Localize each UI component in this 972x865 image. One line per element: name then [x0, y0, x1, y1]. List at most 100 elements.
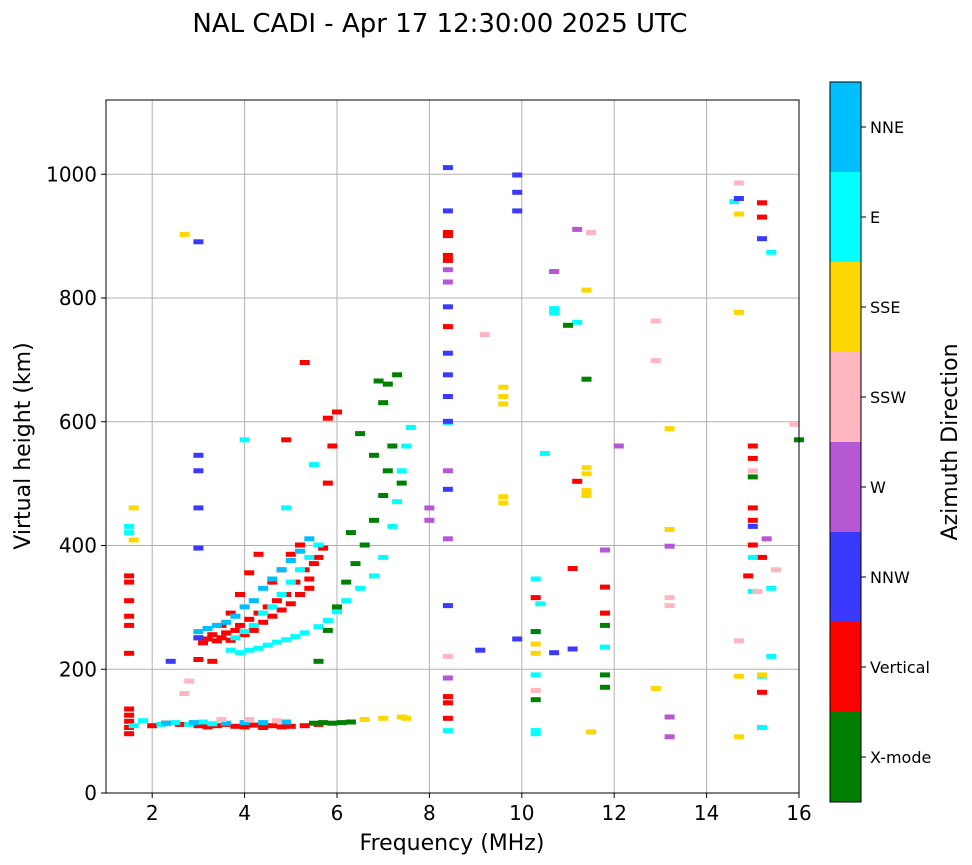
data-point [124, 530, 135, 536]
data-point [193, 545, 204, 551]
y-tick-label: 400 [59, 534, 97, 558]
data-point [396, 480, 407, 486]
data-point [378, 493, 389, 498]
data-point [239, 604, 250, 610]
data-point [757, 689, 767, 695]
data-point [664, 734, 675, 740]
data-point [193, 452, 204, 458]
data-point [442, 267, 453, 273]
data-point [405, 424, 416, 430]
data-point [586, 729, 597, 735]
data-point [581, 465, 592, 471]
data-point [202, 724, 213, 730]
data-point [332, 609, 342, 615]
data-point [216, 635, 227, 641]
data-point [382, 381, 393, 387]
data-point [267, 613, 278, 619]
data-point [318, 545, 329, 551]
colorbar-tick-label: SSE [870, 298, 900, 317]
data-point [332, 604, 342, 610]
data-point [322, 618, 333, 623]
data-point [124, 598, 135, 604]
data-point [530, 731, 541, 737]
data-point [733, 638, 744, 644]
data-point [253, 645, 264, 651]
chart-title: NAL CADI - Apr 17 12:30:00 2025 UTC [192, 9, 687, 39]
data-point [267, 723, 278, 729]
x-tick-label: 16 [786, 801, 811, 825]
data-point [498, 500, 509, 506]
data-point [188, 720, 199, 726]
data-point [359, 542, 370, 548]
x-axis-label: Frequency (MHz) [360, 831, 545, 856]
data-point [239, 629, 250, 635]
data-point [295, 567, 305, 573]
data-point [285, 723, 296, 729]
data-points [124, 165, 804, 740]
data-point [664, 426, 675, 432]
x-tick-label: 12 [601, 801, 626, 825]
data-point [128, 505, 139, 511]
data-point [327, 720, 338, 726]
data-point [304, 536, 315, 542]
data-point [193, 635, 204, 641]
data-point [761, 536, 772, 542]
colorbar-segment [830, 532, 861, 622]
data-point [600, 584, 610, 590]
data-point [345, 530, 356, 536]
data-point [230, 627, 241, 633]
series-sse [128, 211, 767, 740]
data-point [378, 715, 389, 721]
data-point [193, 505, 204, 511]
data-point [733, 211, 744, 217]
data-point [239, 724, 250, 730]
data-point [530, 650, 541, 656]
data-point [747, 517, 758, 523]
data-point [581, 471, 592, 477]
data-point [304, 554, 315, 560]
data-point [248, 622, 259, 628]
data-point [789, 421, 800, 427]
data-point [239, 632, 250, 638]
data-point [512, 208, 523, 214]
data-point [290, 634, 301, 640]
data-point [170, 720, 181, 726]
data-point [276, 607, 287, 613]
x-tick-label: 2 [146, 801, 159, 825]
data-point [285, 551, 296, 557]
plot-frame [105, 99, 800, 794]
data-point [475, 647, 486, 653]
data-point [378, 554, 389, 560]
data-point [124, 613, 135, 619]
data-point [650, 318, 661, 324]
data-point [664, 527, 675, 532]
data-point [124, 718, 135, 724]
data-point [512, 636, 523, 642]
data-point [267, 604, 278, 610]
data-point [308, 720, 319, 726]
data-point [345, 719, 356, 725]
data-point [387, 523, 398, 529]
data-point [281, 719, 292, 725]
data-point [743, 573, 754, 579]
data-point [530, 728, 541, 734]
data-point [304, 576, 315, 582]
x-tick-label: 6 [331, 801, 344, 825]
data-point [498, 394, 509, 399]
data-point [530, 672, 541, 678]
data-point [202, 636, 213, 642]
data-point [322, 480, 333, 486]
colorbar-segment [830, 262, 861, 352]
data-point [299, 360, 310, 365]
data-point [757, 672, 767, 678]
data-point [581, 488, 592, 494]
data-point [258, 725, 269, 730]
data-point [442, 233, 453, 239]
y-tick-label: 1000 [46, 162, 97, 186]
plot-area [106, 100, 799, 793]
data-point [401, 715, 412, 721]
data-point [549, 269, 560, 274]
data-point [535, 601, 546, 607]
data-point [530, 576, 541, 582]
data-point [299, 723, 310, 729]
